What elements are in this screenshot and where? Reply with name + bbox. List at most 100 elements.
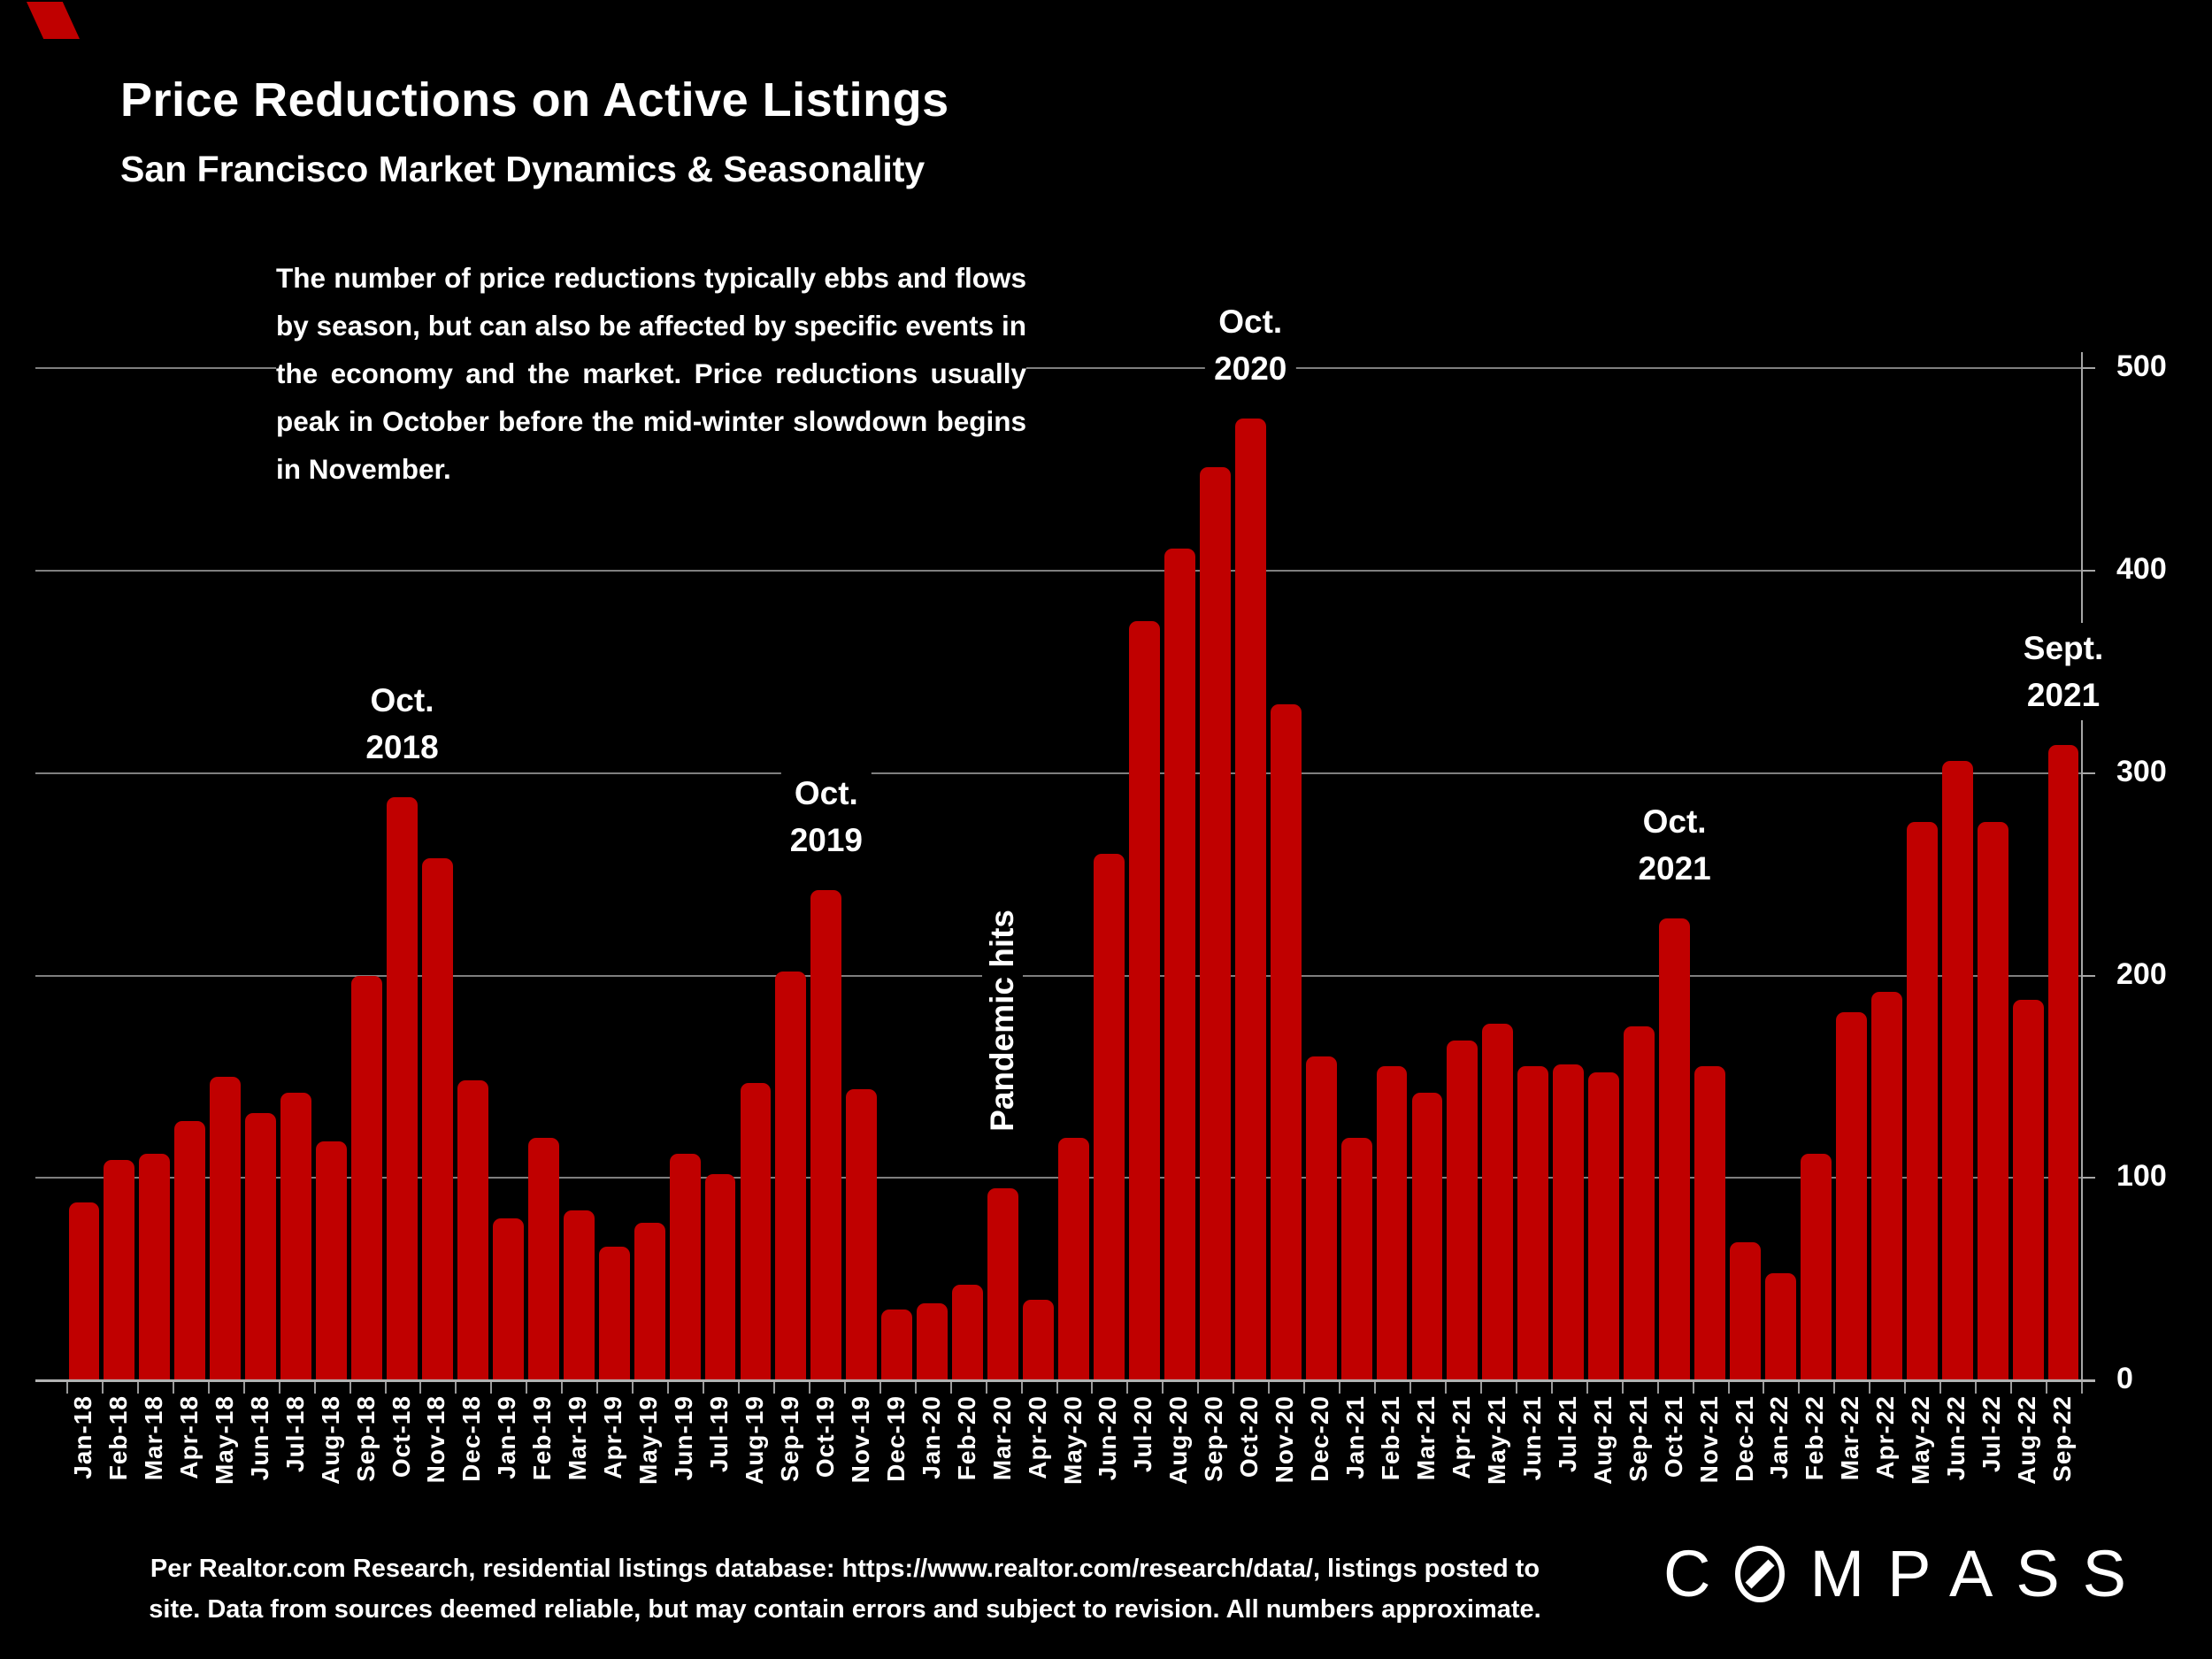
bar-Jul-22 [1977, 821, 2008, 1380]
x-axis-tick [1763, 1382, 1765, 1394]
bar-May-20 [1058, 1137, 1089, 1380]
x-axis-tick [843, 1382, 846, 1394]
bar-Apr-18 [174, 1121, 206, 1380]
x-axis-tick [2046, 1382, 2048, 1394]
gridline-300 [35, 772, 2081, 774]
x-axis-label-Mar-21: Mar-21 [1411, 1395, 1440, 1481]
x-axis-label-Jan-19: Jan-19 [493, 1395, 521, 1479]
x-axis-label-Aug-22: Aug-22 [2013, 1395, 2041, 1485]
x-axis-label-Oct-21: Oct-21 [1659, 1395, 1687, 1479]
x-axis-label-Feb-18: Feb-18 [104, 1395, 132, 1481]
x-axis-label-Nov-18: Nov-18 [422, 1395, 450, 1484]
x-axis-tick [1479, 1382, 1482, 1394]
x-axis-tick [1798, 1382, 1801, 1394]
x-axis-tick [1869, 1382, 1871, 1394]
bar-Feb-18 [104, 1159, 135, 1380]
y-axis-tick-500 [2081, 367, 2095, 370]
x-axis-label-Nov-21: Nov-21 [1694, 1395, 1723, 1484]
bar-Jan-18 [68, 1202, 100, 1380]
x-axis-tick [808, 1382, 810, 1394]
x-axis-label-Jul-18: Jul-18 [280, 1395, 309, 1472]
x-axis-tick [1586, 1382, 1588, 1394]
bar-Dec-18 [457, 1080, 488, 1380]
x-axis-tick [1126, 1382, 1129, 1394]
x-axis-label-Feb-21: Feb-21 [1377, 1395, 1405, 1481]
bar-Feb-21 [1376, 1066, 1408, 1380]
x-axis-tick [949, 1382, 952, 1394]
callout-oct.-2020: Oct. 2020 [1205, 296, 1296, 395]
x-axis-tick [1444, 1382, 1447, 1394]
x-axis-tick [384, 1382, 387, 1394]
x-axis-tick [1515, 1382, 1517, 1394]
bar-May-22 [1906, 821, 1938, 1380]
callout-sept.-2021: Sept. 2021 [2014, 622, 2113, 720]
bar-Apr-20 [1023, 1299, 1055, 1380]
bar-Feb-22 [1800, 1153, 1832, 1380]
callout-oct.-2019: Oct. 2019 [780, 768, 872, 866]
callout-line: 2020 [1214, 350, 1287, 388]
bar-Oct-21 [1659, 918, 1691, 1380]
x-axis-tick [1727, 1382, 1730, 1394]
x-axis-label-Jan-21: Jan-21 [1341, 1395, 1370, 1479]
x-axis-label-Sep-22: Sep-22 [2048, 1395, 2077, 1482]
bar-Mar-18 [139, 1153, 171, 1380]
y-axis-line [2081, 352, 2083, 1382]
x-axis-label-Jul-21: Jul-21 [1553, 1395, 1581, 1472]
x-axis-tick [1197, 1382, 1200, 1394]
bar-Jul-21 [1553, 1064, 1585, 1380]
y-axis-tick-400 [2081, 570, 2095, 572]
source-footnote-line1: Per Realtor.com Research, residential li… [150, 1555, 1540, 1583]
x-axis-label-Oct-19: Oct-19 [810, 1395, 839, 1479]
page-subtitle: San Francisco Market Dynamics & Seasonal… [120, 149, 926, 189]
x-axis-label-Aug-18: Aug-18 [316, 1395, 344, 1485]
x-axis-tick [1975, 1382, 1978, 1394]
source-footnote: Per Realtor.com Research, residential li… [53, 1548, 1637, 1630]
callout-line: 2019 [789, 822, 864, 859]
bar-Jul-19 [704, 1173, 736, 1380]
y-axis-label-400: 400 [2116, 552, 2167, 586]
x-axis-tick [490, 1382, 493, 1394]
bar-Mar-22 [1835, 1011, 1867, 1380]
x-axis-label-Nov-20: Nov-20 [1271, 1395, 1299, 1484]
bar-Oct-20 [1234, 419, 1266, 1380]
x-axis-label-Apr-20: Apr-20 [1023, 1395, 1051, 1479]
bar-Jul-18 [280, 1093, 312, 1380]
x-axis-tick [914, 1382, 917, 1394]
compass-logo-suffix: MPASS [1809, 1537, 2150, 1610]
bar-Aug-21 [1588, 1072, 1620, 1380]
bar-Feb-20 [952, 1285, 984, 1380]
x-axis-tick [1339, 1382, 1341, 1394]
callout-oct.-2018: Oct. 2018 [357, 675, 448, 773]
x-axis-tick [985, 1382, 987, 1394]
page-title: Price Reductions on Active Listings [120, 73, 949, 127]
x-axis-label-Aug-19: Aug-19 [740, 1395, 768, 1485]
bar-Jun-19 [669, 1153, 701, 1380]
bar-Aug-19 [740, 1082, 772, 1380]
bar-Mar-19 [563, 1210, 595, 1380]
x-axis-label-Oct-18: Oct-18 [387, 1395, 415, 1479]
x-axis-tick [207, 1382, 210, 1394]
x-axis-tick [596, 1382, 599, 1394]
bar-Jul-20 [1128, 621, 1160, 1380]
x-axis-tick [632, 1382, 634, 1394]
x-axis-label-Sep-20: Sep-20 [1200, 1395, 1228, 1482]
x-axis-label-Sep-18: Sep-18 [351, 1395, 380, 1482]
callout-line: Oct. [370, 682, 434, 719]
x-axis-tick [1268, 1382, 1271, 1394]
y-axis-label-100: 100 [2116, 1159, 2167, 1194]
x-axis-label-May-18: May-18 [210, 1395, 238, 1485]
x-axis-tick [242, 1382, 245, 1394]
x-axis-label-Nov-19: Nov-19 [846, 1395, 874, 1484]
x-axis-label-Jul-19: Jul-19 [705, 1395, 733, 1472]
compass-logo-prefix: C [1663, 1537, 1734, 1610]
x-axis-line [35, 1379, 2095, 1382]
x-axis-label-Jan-22: Jan-22 [1765, 1395, 1793, 1479]
x-axis-label-Apr-21: Apr-21 [1447, 1395, 1475, 1479]
x-axis-label-Jan-20: Jan-20 [917, 1395, 945, 1479]
x-axis-label-Apr-19: Apr-19 [599, 1395, 627, 1479]
x-axis-tick [879, 1382, 881, 1394]
x-axis-label-Mar-19: Mar-19 [564, 1395, 592, 1481]
bar-Aug-22 [2012, 999, 2044, 1380]
x-axis-label-May-22: May-22 [1907, 1395, 1935, 1485]
